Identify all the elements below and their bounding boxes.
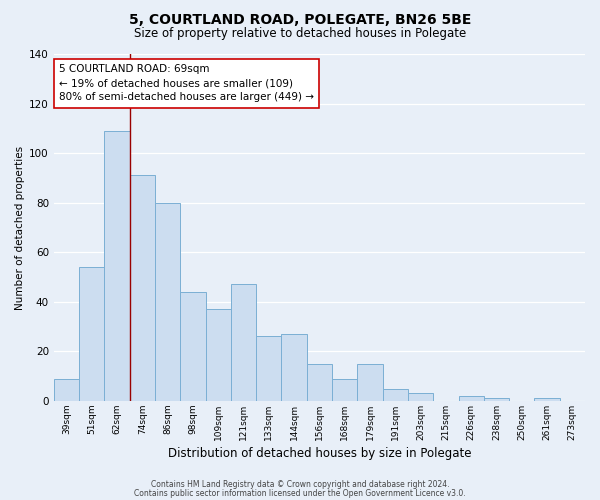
Bar [231,284,256,401]
Bar [408,394,433,401]
Bar [54,378,79,401]
Bar [256,336,281,401]
Bar [484,398,509,401]
Bar [104,131,130,401]
Bar [79,267,104,401]
Text: Size of property relative to detached houses in Polegate: Size of property relative to detached ho… [134,28,466,40]
Bar [535,398,560,401]
Text: Contains HM Land Registry data © Crown copyright and database right 2024.: Contains HM Land Registry data © Crown c… [151,480,449,489]
Bar [206,309,231,401]
Y-axis label: Number of detached properties: Number of detached properties [15,146,25,310]
Bar [358,364,383,401]
Bar [458,396,484,401]
Bar [332,378,358,401]
Text: Contains public sector information licensed under the Open Government Licence v3: Contains public sector information licen… [134,488,466,498]
Bar [180,292,206,401]
Bar [281,334,307,401]
Bar [130,176,155,401]
Text: 5 COURTLAND ROAD: 69sqm
← 19% of detached houses are smaller (109)
80% of semi-d: 5 COURTLAND ROAD: 69sqm ← 19% of detache… [59,64,314,102]
Bar [155,202,180,401]
Bar [383,388,408,401]
Bar [307,364,332,401]
Text: 5, COURTLAND ROAD, POLEGATE, BN26 5BE: 5, COURTLAND ROAD, POLEGATE, BN26 5BE [129,12,471,26]
X-axis label: Distribution of detached houses by size in Polegate: Distribution of detached houses by size … [167,447,471,460]
